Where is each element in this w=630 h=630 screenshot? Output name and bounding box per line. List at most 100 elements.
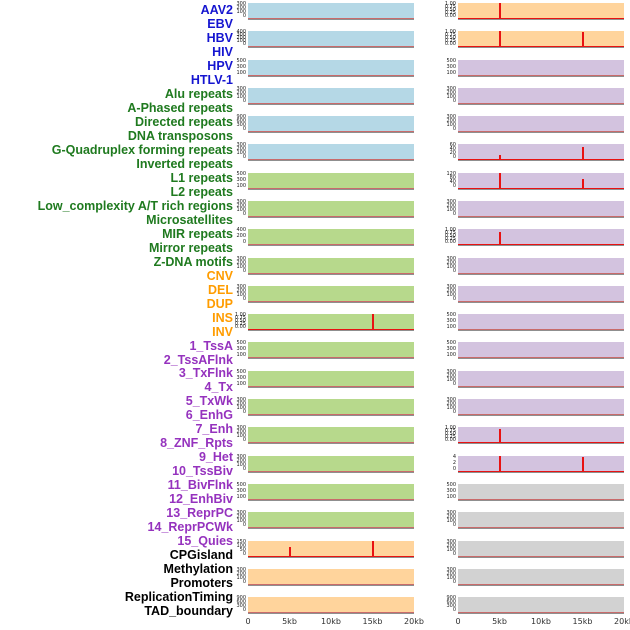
signal-baseline (458, 414, 624, 416)
y-tick-label: 200 (446, 118, 456, 125)
profile-panel: 300 200 100 0 (446, 398, 624, 417)
y-tick-label: 600 (236, 118, 246, 125)
y-tick-label: 100 (446, 291, 456, 298)
y-tick-label: 0.50 (444, 233, 456, 240)
y-tick-label: 0 (452, 522, 456, 529)
row-label-directed-repeats: Directed repeats (135, 114, 233, 129)
signal-spike (581, 178, 584, 188)
row-label-ins: INS (212, 310, 233, 325)
row-label-hiv: HIV (212, 44, 233, 59)
y-tick-label: 900 (446, 595, 456, 602)
profile-panel: 300 200 100 0 (446, 369, 624, 388)
y-tick-label: 100 (446, 69, 456, 76)
row-label-replicationtiming: ReplicationTiming (124, 590, 233, 605)
y-tick-label: 4 (452, 453, 456, 460)
signal-baseline (458, 159, 624, 161)
y-tick-label: 200 (236, 259, 246, 266)
y-tick-label: 200 (236, 5, 246, 11)
row-label-13-reprpc: 13_ReprPC (166, 506, 233, 521)
profile-panel: 150 100 50 0 (236, 539, 414, 558)
y-tick-label: 200 (236, 233, 246, 240)
x-tick-label: 10kb (531, 617, 551, 626)
y-tick-label: 100 (446, 352, 456, 359)
signal-spike (288, 547, 291, 556)
y-tick-label: 200 (446, 514, 456, 521)
y-tick-label: 500 (446, 340, 456, 347)
y-tick-label: 300 (236, 425, 246, 432)
signal-baseline (248, 498, 414, 500)
profile-panel: 500 300 100 (236, 58, 414, 77)
x-tick-label: 5kb (282, 617, 297, 626)
signal-baseline (458, 555, 624, 557)
y-tick-label: 0.00 (444, 239, 456, 246)
y-tick-label: 0 (242, 267, 246, 274)
signal-baseline (248, 46, 414, 48)
y-tick-label: 300 (446, 318, 456, 325)
signal-baseline (458, 357, 624, 359)
y-tick-label: 1.00 (444, 227, 456, 234)
row-label-hpv: HPV (207, 58, 233, 73)
signal-baseline (248, 612, 414, 614)
y-tick-label: 100 (236, 93, 246, 100)
y-tick-label: 0.75 (444, 230, 456, 237)
signal-baseline (458, 498, 624, 500)
y-tick-label: 100 (236, 263, 246, 270)
signal-baseline (458, 583, 624, 585)
profile-panel: 1.00 0.75 0.50 0.25 0.00 (445, 2, 624, 20)
signal-baseline (248, 527, 414, 529)
y-tick-label: 150 (236, 538, 246, 545)
y-tick-label: 200 (446, 542, 456, 549)
signal-baseline (458, 74, 624, 76)
row-label-14-reprpcwk: 14_ReprPCWk (147, 520, 233, 535)
y-tick-label: 100 (236, 9, 246, 15)
profile-panel: 300 200 100 0 (236, 2, 414, 20)
y-tick-label: 100 (236, 150, 246, 157)
y-tick-label: 0 (452, 380, 456, 387)
row-label-mirror-repeats: Mirror repeats (148, 240, 233, 255)
row-label-4-tx: 4_Tx (204, 380, 234, 395)
y-tick-label: 300 (446, 510, 456, 517)
row-label-cnv: CNV (206, 268, 233, 283)
signal-baseline (248, 385, 414, 387)
signal-baseline (458, 18, 624, 19)
y-tick-label: 900 (236, 114, 246, 121)
y-tick-label: 0 (242, 607, 246, 614)
y-tick-label: 200 (236, 146, 246, 153)
y-tick-label: 600 (236, 599, 246, 606)
y-tick-label: 0.00 (444, 437, 456, 444)
y-tick-label: 100 (446, 574, 456, 581)
y-tick-label: 200 (446, 259, 456, 266)
y-tick-label: 100 (446, 376, 456, 383)
y-tick-label: 1.00 (444, 1, 456, 7)
signal-spike (371, 314, 374, 330)
y-tick-label: 0.00 (444, 13, 456, 19)
profile-panel: 300 200 100 0 (446, 539, 624, 558)
signal-spike (498, 172, 501, 188)
y-tick-label: 300 (236, 374, 246, 381)
signal-spike (581, 146, 584, 160)
signal-baseline (248, 131, 414, 133)
y-tick-label: 0 (452, 267, 456, 274)
y-tick-label: 100 (236, 380, 246, 387)
y-tick-label: 100 (236, 352, 246, 359)
signal-baseline (458, 46, 624, 48)
y-tick-label: 300 (236, 510, 246, 517)
y-tick-label: 300 (236, 1, 246, 7)
row-label-mir-repeats: MIR repeats (162, 226, 233, 241)
row-label-alu-repeats: Alu repeats (164, 86, 233, 101)
y-tick-label: 100 (236, 38, 246, 45)
signal-baseline (458, 216, 624, 218)
profile-panel: 500 300 100 (446, 482, 624, 501)
row-label-methylation: Methylation (163, 562, 233, 577)
y-tick-label: 300 (446, 368, 456, 375)
row-label-ebv: EBV (207, 16, 233, 31)
y-tick-label: 300 (236, 85, 246, 92)
signal-spike (498, 428, 501, 443)
signal-baseline (458, 102, 624, 104)
y-tick-label: 300 (236, 566, 246, 573)
y-tick-label: 300 (236, 122, 246, 129)
y-tick-label: 100 (446, 405, 456, 412)
signal-baseline (248, 442, 414, 444)
y-tick-label: 300 (236, 346, 246, 353)
y-tick-label: 0.75 (444, 428, 456, 435)
